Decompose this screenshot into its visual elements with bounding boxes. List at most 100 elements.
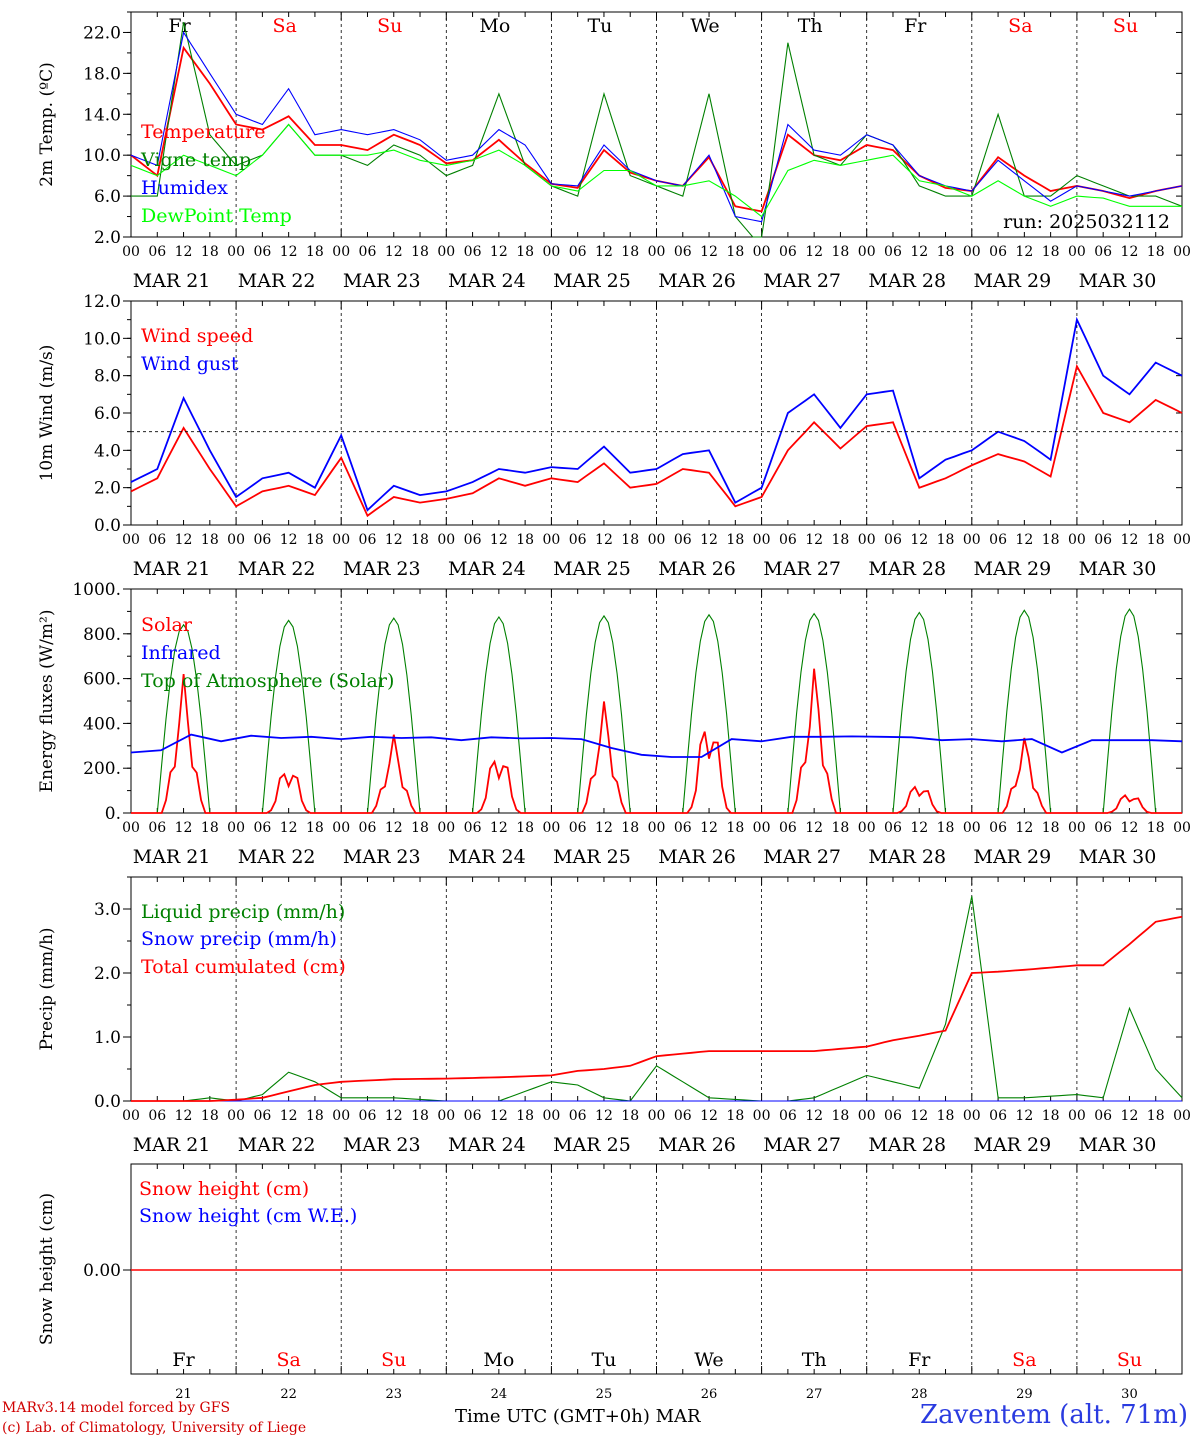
x-hour-label: 00 (227, 244, 245, 260)
x-hour-label: 06 (779, 532, 797, 548)
x-hour-label: 12 (700, 1108, 718, 1124)
x-hour-label: 06 (359, 820, 377, 836)
x-hour-label: 06 (674, 532, 692, 548)
y-tick-label: 8.0 (94, 367, 121, 387)
x-hour-label: 12 (175, 532, 193, 548)
x-hour-label: 18 (1042, 820, 1060, 836)
x-date-label: MAR 24 (448, 1134, 526, 1156)
x-hour-label: 18 (726, 1108, 744, 1124)
x-hour-label: 06 (253, 1108, 271, 1124)
legend-entry: Infrared (141, 642, 221, 664)
x-hour-label: 06 (779, 1108, 797, 1124)
legend-entry: Vigne temp (140, 149, 251, 171)
panel-5: 0.00 Snow height (cm) Snow height (cm) Snow… (37, 1163, 1183, 1400)
x-hour-label: 12 (1015, 820, 1033, 836)
x-date-label: MAR 25 (553, 1134, 631, 1156)
x-hour-label: 18 (1147, 244, 1165, 260)
x-hour-label: 12 (490, 532, 508, 548)
y-tick-label: 22.0 (83, 23, 121, 43)
x-hour-label: 06 (359, 244, 377, 260)
x-hour-label: 12 (595, 1108, 613, 1124)
x-hour-label: 00 (963, 1108, 981, 1124)
x-hour-label: 00 (858, 532, 876, 548)
x-date-label: MAR 27 (763, 1134, 841, 1156)
x-hour-label: 06 (569, 820, 587, 836)
y-tick-label: 18.0 (83, 64, 121, 84)
x-date-label: MAR 30 (1079, 846, 1157, 868)
x-day-number: 29 (1016, 1387, 1033, 1400)
x-hour-label: 06 (464, 244, 482, 260)
x-date-label: MAR 27 (763, 270, 841, 292)
x-hour-label: 12 (595, 244, 613, 260)
x-date-label: MAR 26 (658, 270, 736, 292)
x-hour-label: 06 (989, 244, 1007, 260)
legend-entry: Humidex (141, 177, 228, 199)
x-hour-label: 06 (779, 820, 797, 836)
y-tick-label: 4.0 (94, 441, 121, 461)
x-date-label: MAR 30 (1079, 558, 1157, 580)
x-hour-label: 00 (1173, 244, 1191, 260)
x-date-label: MAR 27 (763, 846, 841, 868)
y-axis-label: 10m Wind (m/s) (37, 345, 57, 482)
x-hour-label: 00 (542, 1108, 560, 1124)
x-hour-label: 18 (411, 1108, 429, 1124)
x-date-label: MAR 23 (343, 846, 421, 868)
x-hour-label: 18 (937, 1108, 955, 1124)
time-axis-label: Time UTC (GMT+0h) MAR (455, 1406, 701, 1427)
x-hour-label: 06 (989, 820, 1007, 836)
x-hour-label: 06 (674, 244, 692, 260)
x-hour-label: 06 (464, 820, 482, 836)
y-tick-label: 1.0 (94, 1028, 121, 1048)
x-date-label: MAR 29 (973, 1134, 1051, 1156)
x-date-label: MAR 24 (448, 558, 526, 580)
x-hour-label: 12 (1015, 1108, 1033, 1124)
x-hour-label: 06 (569, 1108, 587, 1124)
x-hour-label: 06 (148, 1108, 166, 1124)
x-date-label: MAR 21 (133, 846, 211, 868)
x-date-label: MAR 27 (763, 558, 841, 580)
day-name-label: We (690, 15, 719, 37)
y-tick-label: 400. (83, 714, 121, 734)
x-hour-label: 06 (884, 820, 902, 836)
plot-frame (130, 588, 1183, 814)
x-hour-label: 00 (332, 244, 350, 260)
y-tick-label: 2.0 (94, 228, 121, 248)
x-hour-label: 06 (569, 244, 587, 260)
x-hour-label: 00 (542, 244, 560, 260)
x-date-label: MAR 21 (133, 1134, 211, 1156)
day-name-label: Su (1117, 1349, 1142, 1371)
x-hour-label: 00 (122, 532, 140, 548)
series-line-wind-gust (130, 316, 1183, 512)
plot-frame (130, 300, 1183, 526)
x-hour-label: 06 (1094, 244, 1112, 260)
x-hour-label: 00 (753, 820, 771, 836)
y-tick-label: 6.0 (94, 404, 121, 424)
y-tick-label: 1000. (72, 580, 121, 600)
x-date-label: MAR 29 (973, 270, 1051, 292)
x-hour-label: 00 (542, 820, 560, 836)
x-hour-label: 12 (1121, 1108, 1139, 1124)
x-hour-label: 06 (1094, 1108, 1112, 1124)
x-date-label: MAR 21 (133, 270, 211, 292)
x-hour-label: 06 (1094, 820, 1112, 836)
day-name-label: Th (798, 15, 823, 37)
series-line-humidex (130, 31, 1183, 223)
x-date-label: MAR 25 (553, 270, 631, 292)
x-hour-label: 18 (937, 244, 955, 260)
x-date-label: MAR 22 (238, 558, 316, 580)
x-hour-label: 00 (858, 820, 876, 836)
x-hour-label: 18 (832, 244, 850, 260)
x-hour-label: 00 (963, 244, 981, 260)
x-hour-label: 12 (700, 244, 718, 260)
series-line-total-cumulated-cm- (131, 915, 1183, 1102)
x-hour-label: 12 (805, 1108, 823, 1124)
x-hour-label: 06 (464, 1108, 482, 1124)
x-hour-label: 06 (148, 820, 166, 836)
x-hour-label: 12 (490, 244, 508, 260)
x-day-number: 26 (701, 1387, 718, 1400)
station-title: Zaventem (alt. 71m) (920, 1400, 1188, 1430)
x-hour-label: 00 (122, 244, 140, 260)
x-hour-label: 18 (411, 244, 429, 260)
legend-entry: Wind gust (141, 353, 239, 375)
x-hour-label: 18 (516, 1108, 534, 1124)
